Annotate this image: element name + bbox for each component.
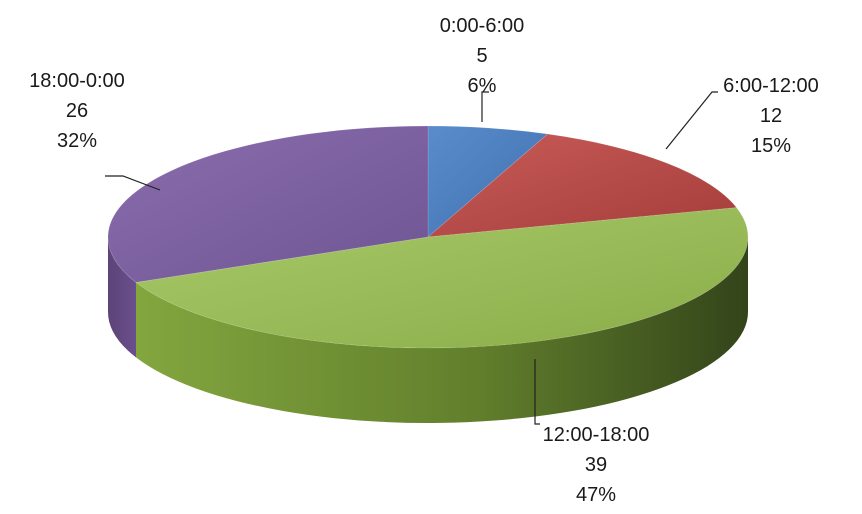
slice-name: 18:00-0:00 [29, 70, 125, 92]
slice-value: 5 [476, 45, 487, 67]
slice-name: 6:00-12:00 [723, 75, 819, 97]
data-label-6:00-12:00: 6:00-12:00 12 15% [723, 75, 819, 157]
pie-side-18:00-0:00 [108, 237, 136, 358]
data-label-18:00-0:00: 18:00-0:00 26 32% [29, 70, 125, 152]
data-label-12:00-18:00: 12:00-18:00 39 47% [543, 424, 650, 506]
leader-line-18:00-0:00 [105, 175, 161, 191]
slice-name: 0:00-6:00 [440, 15, 525, 37]
pie-slice-18:00-0:00 [107, 125, 429, 283]
slice-percent: 32% [57, 130, 97, 152]
slice-name: 12:00-18:00 [543, 424, 650, 446]
slice-percent: 47% [576, 484, 616, 506]
data-label-0:00-6:00: 0:00-6:00 5 6% [440, 15, 525, 97]
pie-side-12:00-18:00 [135, 237, 748, 424]
pie-slice-12:00-18:00 [135, 207, 749, 349]
pie-slice-6:00-12:00 [426, 133, 738, 238]
leader-lines [105, 91, 718, 425]
slice-value: 39 [585, 454, 607, 476]
slice-value: 12 [760, 105, 782, 127]
slice-percent: 6% [468, 75, 497, 97]
pie-slice-0:00-6:00 [427, 125, 549, 238]
slice-percent: 15% [751, 135, 791, 157]
slice-value: 26 [66, 100, 88, 122]
leader-line-0:00-6:00 [481, 91, 489, 122]
pie-slices [107, 125, 749, 349]
data-labels: 0:00-6:00 5 6% 6:00-12:00 12 15% 12:00-18:00 39… [29, 15, 819, 506]
leader-line-12:00-18:00 [534, 359, 540, 425]
leader-line-6:00-12:00 [665, 91, 718, 150]
pie-side-walls [108, 237, 748, 424]
